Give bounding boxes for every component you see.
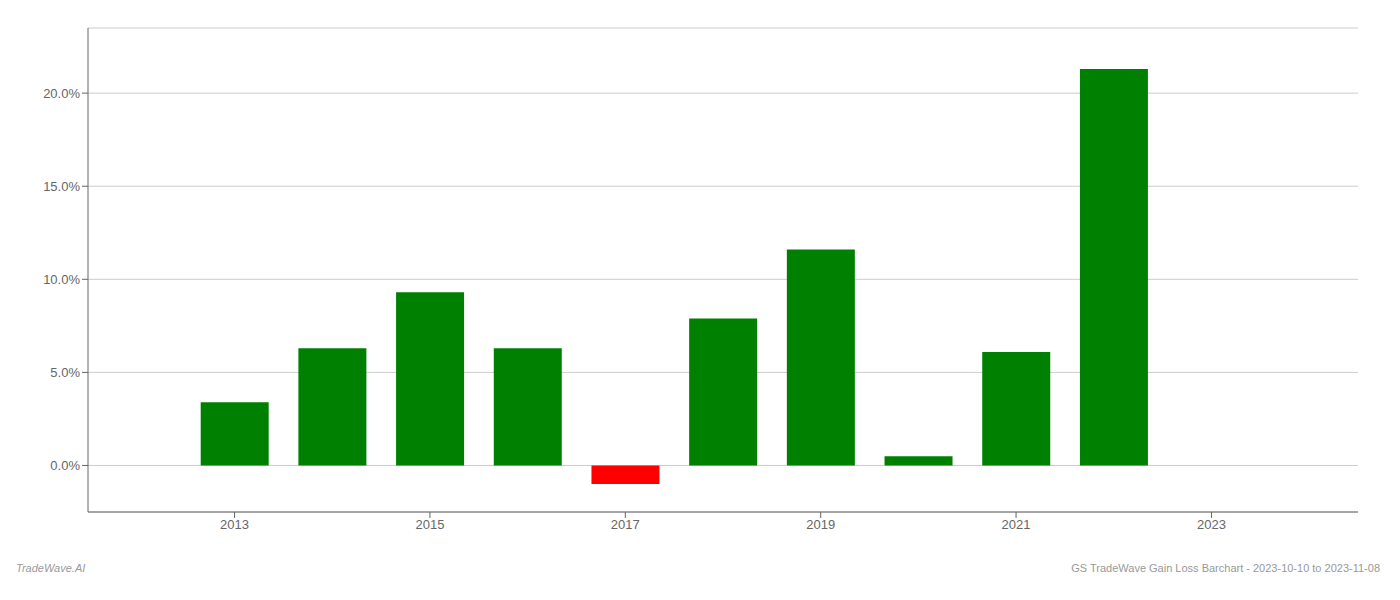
svg-text:2013: 2013 [220,517,249,532]
svg-text:2015: 2015 [415,517,444,532]
svg-text:5.0%: 5.0% [50,365,80,380]
svg-text:0.0%: 0.0% [50,458,80,473]
svg-text:20.0%: 20.0% [43,86,80,101]
svg-text:10.0%: 10.0% [43,272,80,287]
svg-text:2023: 2023 [1197,517,1226,532]
svg-text:2019: 2019 [806,517,835,532]
svg-text:2017: 2017 [611,517,640,532]
html-text:GS TradeWave Gain Loss Barchar: GS TradeWave Gain Loss Barchart - 2023-1… [1071,562,1380,574]
svg-text:2021: 2021 [1002,517,1031,532]
html-text:TradeWave.AI: TradeWave.AI [16,562,86,574]
svg-text:15.0%: 15.0% [43,179,80,194]
